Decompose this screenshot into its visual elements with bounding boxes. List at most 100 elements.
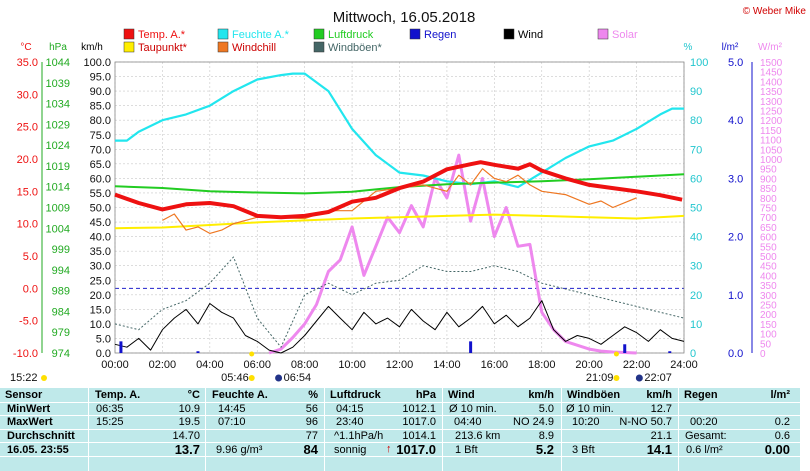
sunset-label: 21:09 [586,372,614,384]
x-tick-label: 22:00 [623,359,651,371]
min-humid-value: 56 [305,403,318,415]
now-weather: sonnig [334,444,367,456]
solar-tick-label: 850 [760,184,777,195]
min-press-value: 1012.1 [402,403,436,415]
legend-swatch [313,41,325,53]
sun-markers: 15:22 05:46 06:54 21:09 22:07 [10,351,672,384]
max-gust-time: 10:20 [572,416,600,428]
max-press-time: 23:40 [336,416,364,428]
pressure-tick-label: 1044 [46,57,70,69]
avg-rain-value: 0.6 [774,430,790,442]
legend-label: Regen [424,29,456,41]
max-temp-value: 19.5 [178,416,200,428]
now-rain-rate: 0.6 l/m² [686,444,723,456]
min-wind-value: 5.0 [538,403,554,415]
rain-tick-label: 5.0 [728,57,743,69]
axis-sun-marker [249,351,255,357]
min-press-time: 04:15 [336,403,364,415]
hdr-wind: Wind [448,389,475,401]
solar-tick-label: 1300 [760,97,783,108]
rain-tick-label: 2.0 [728,232,743,244]
now-gust-bft: 3 Bft [572,444,595,456]
max-wind-time: 04:40 [454,416,482,428]
legend-swatch [503,28,515,40]
wind-tick-label: 10.0 [90,319,111,331]
now-humid-value: 84 [303,442,318,457]
series-temp-a [114,160,683,220]
temp-tick-label: 5.0 [23,251,38,263]
pressure-tick-label: 1034 [46,99,70,111]
now-abs-humidity: 9.96 g/m³ [216,444,263,456]
pressure-tick-label: 1009 [46,203,70,215]
wind-tick-label: 35.0 [90,246,111,258]
wind-tick-label: 45.0 [90,217,111,229]
min-wind-label: Ø 10 min. [449,403,497,415]
max-gust-value: N-NO 50.7 [619,416,672,428]
legend-label: Temp. A.* [138,29,186,41]
max-label: MaxWert [7,416,53,428]
hdr-press-unit: hPa [415,389,436,401]
solar-tick-label: 750 [760,204,777,215]
solar-tick-label: 1400 [760,77,783,88]
rain-bar [668,351,672,353]
temp-tick-label: 20.0 [17,154,38,166]
wind-tick-label: 85.0 [90,101,111,113]
humidity-tick-label: 100 [690,57,708,69]
solar-tick-label: 1100 [760,136,782,147]
now-wind-value: 5.2 [535,442,554,457]
now-rain-value: 0.00 [764,442,790,457]
solar-tick-label: 950 [760,165,777,176]
solar-tick-label: 600 [760,233,777,244]
x-tick-label: 10:00 [338,359,366,371]
pressure-tick-label: 1024 [46,140,70,152]
axis-sun-marker [613,351,619,357]
humidity-tick-label: 90 [690,86,702,98]
humidity-tick-label: 60 [690,173,702,185]
avg-label: Durchschnitt [7,430,75,442]
axis-unit-labels: °C hPa km/h % l/m² W/m² [20,42,782,53]
legend-label: Wind [518,29,543,41]
max-humid-value: 96 [305,416,318,428]
pressure-tick-label: 999 [52,244,70,256]
humidity-tick-label: 40 [690,232,702,244]
hdr-temp: Temp. A. [95,389,141,401]
solar-tick-label: 1250 [760,107,783,118]
wind-tick-label: 20.0 [90,290,111,302]
x-tick-label: 20:00 [575,359,603,371]
rain-tick-label: 4.0 [728,115,743,127]
solar-tick-label: 800 [760,194,777,205]
avg-press-trend: ^1.1hPa/h [334,430,384,442]
legend-label: Luftdruck [328,29,374,41]
pressure-tick-label: 1004 [46,223,70,235]
legend-label: Windböen* [328,42,383,54]
solar-tick-label: 1000 [760,155,783,166]
hdr-rain-unit: l/m² [770,389,790,401]
hdr-sensor: Sensor [5,389,43,401]
temp-unit-label: °C [20,42,31,53]
temp-tick-label: -10.0 [13,348,38,360]
rain-bar [119,341,123,353]
x-tick-label: 18:00 [528,359,556,371]
wind-tick-label: 95.0 [90,72,111,84]
solar-tick-label: 1050 [760,145,783,156]
solar-tick-label: 250 [760,301,777,312]
now-label: 16.05. 23:55 [7,444,69,456]
legend: Temp. A.* Feuchte A.* Luftdruck Regen Wind So… [123,28,638,54]
now-temp-value: 13.7 [174,442,200,457]
temp-tick-label: 15.0 [17,186,38,198]
series-wind [114,300,685,354]
pressure-tick-label: 974 [52,348,70,360]
wind-tick-label: 60.0 [90,173,111,185]
avg-wind-distance: 213.6 km [455,430,501,442]
solar-tick-label: 50 [760,339,772,350]
wind-tick-label: 55.0 [90,188,111,200]
wind-tick-label: 25.0 [90,275,111,287]
sunrise-label: 05:46 [221,372,249,384]
x-tick-label: 00:00 [101,359,129,371]
moonrise-icon [275,374,283,382]
avg-press-value: 1014.1 [402,430,436,442]
moonrise-label: 06:54 [284,372,312,384]
temp-tick-label: 35.0 [17,57,38,69]
legend-swatch [409,28,421,40]
rain-bar [196,351,200,353]
